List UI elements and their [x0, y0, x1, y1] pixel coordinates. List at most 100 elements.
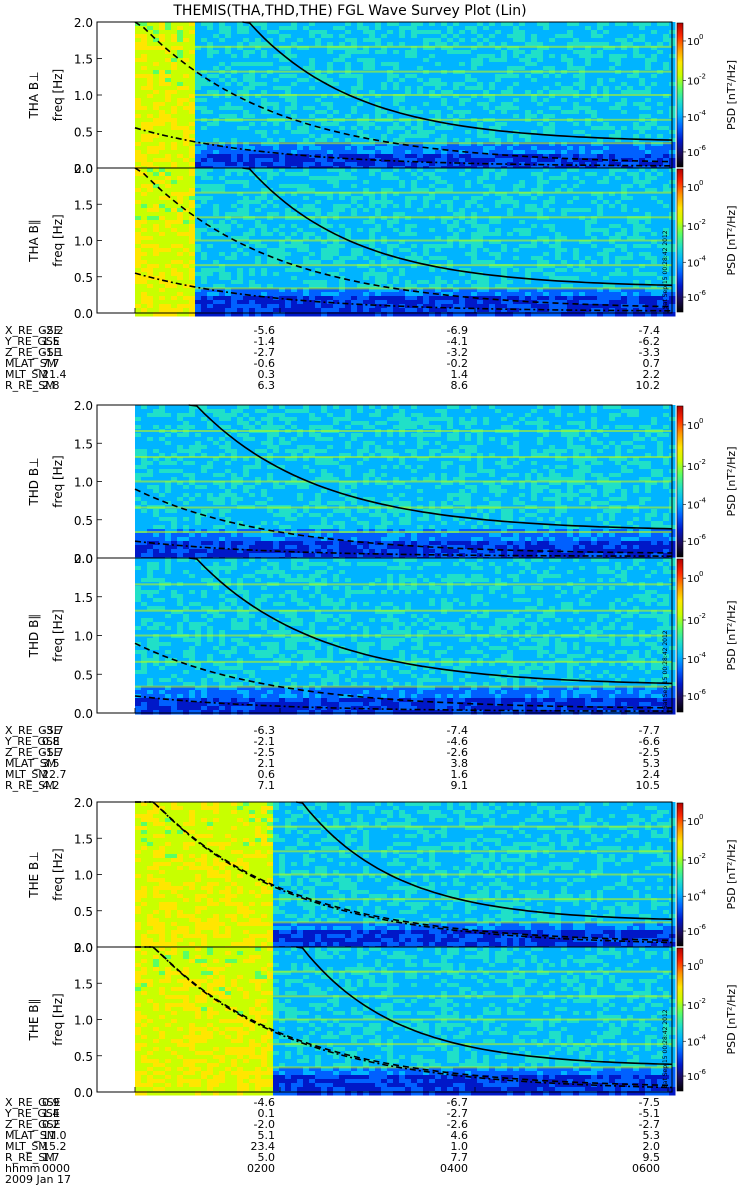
colorbar-tick-exponent: 0 [699, 570, 703, 578]
colorbar [676, 405, 684, 558]
ephem-value: -1.1 [42, 346, 63, 359]
colorbar-tick-label: 10 [687, 113, 700, 124]
fce-line [188, 557, 673, 685]
y-tick-label: 2.0 [74, 16, 93, 30]
panel-name-label: THD B∥ [27, 614, 41, 659]
harmonic-line [269, 1018, 672, 1021]
time-axis-label: hhmm [5, 1162, 40, 1175]
y-tick-label: 1.0 [74, 1014, 93, 1028]
ephem-value: -6.6 [639, 735, 660, 748]
y-tick-label: 0.5 [74, 905, 93, 919]
colorbar-label: PSD [nT²/Hz] [725, 600, 738, 670]
colorbar-tick-exponent: -4 [699, 1033, 707, 1041]
harmonic-line [269, 873, 672, 876]
ephem-value: 11.0 [42, 1129, 67, 1142]
ephem-label: Y_RE_GSE [4, 1107, 60, 1120]
ephem-value: -2.0 [254, 1118, 275, 1131]
colorbar-tick-exponent: 0 [699, 33, 703, 41]
ephem-value: 7.1 [258, 779, 276, 792]
ephem-value: 1.6 [451, 768, 469, 781]
colorbar-tick-label: 10 [687, 1072, 700, 1083]
time-tick-label: 0600 [632, 1162, 660, 1175]
y-tick-label: 0.0 [74, 707, 93, 721]
y-tick-label: 0.0 [74, 1086, 93, 1100]
ephem-value: -3.3 [639, 346, 660, 359]
fcHe-line [134, 167, 673, 308]
ephem-label: Z_RE_GSE [5, 346, 61, 359]
colorbar-tick-exponent: -2 [699, 997, 706, 1005]
colorbar-tick-exponent: -4 [699, 651, 707, 659]
ephem-value: 8.6 [451, 379, 469, 392]
ephem-value: -4.6 [447, 735, 468, 748]
ephem-value: -2.7 [254, 346, 275, 359]
colorbar-tick-label: 10 [687, 655, 700, 666]
timestamp-label: Sat Sep 15 00:28:42 2012 [662, 1009, 669, 1088]
y-tick-label: 0.0 [74, 162, 93, 176]
panel-name-label: THE B∥ [27, 999, 41, 1042]
ephem-value: 0.7 [643, 357, 661, 370]
harmonic-line [194, 216, 672, 219]
ephem-value: -7.4 [447, 724, 468, 737]
panel-name-label: THD B⊥ [27, 457, 41, 506]
y-tick-label: 1.5 [74, 832, 93, 846]
timestamp-label: Sat Sep 15 00:28:42 2012 [662, 230, 669, 309]
harmonic-line [269, 970, 672, 973]
y-tick-label: 1.5 [74, 53, 93, 67]
colorbar [676, 168, 684, 313]
colorbar-tick-label: 10 [687, 1001, 700, 1012]
y-tick-label: 0.5 [74, 668, 93, 682]
ephem-value: -5.6 [254, 324, 275, 337]
y-tick-label: 1.0 [74, 235, 93, 249]
y-tick-label: 0.0 [74, 941, 93, 955]
colorbar-tick-exponent: -4 [699, 496, 707, 504]
harmonic-line [269, 1043, 672, 1046]
harmonic-line [135, 480, 672, 483]
ephem-value: 22.7 [42, 768, 67, 781]
time-tick-label: 0200 [247, 1162, 275, 1175]
ephem-value: -4.6 [254, 1096, 275, 1109]
harmonic-line [194, 94, 672, 96]
ephem-value: 7.7 [42, 357, 60, 370]
harmonic-line [135, 685, 672, 688]
y-tick-label: 1.5 [74, 977, 93, 991]
ephem-value: 5.3 [643, 1129, 661, 1142]
y-tick-label: 1.0 [74, 89, 93, 103]
colorbar-tick-label: 10 [687, 183, 700, 194]
ephem-label: R_RE_SM [5, 779, 55, 792]
colorbar-tick-exponent: -2 [699, 612, 706, 620]
colorbar-label: PSD [nT²/Hz] [725, 984, 738, 1054]
colorbar [676, 22, 684, 168]
harmonic-line [269, 921, 672, 924]
ephem-value: 21.4 [42, 368, 67, 381]
y-tick-label: 1.0 [74, 476, 93, 490]
y-axis-label: freq [Hz] [51, 455, 65, 507]
y-tick-label: 1.5 [74, 198, 93, 212]
time-tick-label: 0000 [42, 1162, 70, 1175]
colorbar-tick-exponent: -6 [699, 1068, 707, 1076]
fcHe-line [135, 801, 673, 942]
ephem-label: Y_RE_GSE [4, 735, 60, 748]
ephem-value: -3.2 [447, 346, 468, 359]
y-tick-label: 0.5 [74, 126, 93, 140]
ephem-label: Z_RE_GSE [5, 746, 61, 759]
colorbar-tick-exponent: -2 [699, 458, 706, 466]
colorbar-label: PSD [nT²/Hz] [725, 205, 738, 275]
colorbar-tick-exponent: -6 [699, 289, 707, 297]
harmonic-line [135, 609, 672, 612]
harmonic-line [194, 45, 672, 48]
harmonic-line [269, 1066, 672, 1069]
y-tick-label: 0.0 [74, 307, 93, 321]
ephem-value: -1.4 [254, 335, 275, 348]
colorbar-tick-label: 10 [687, 892, 700, 903]
harmonic-line [135, 634, 672, 637]
ephem-label: X_RE_GSE [5, 724, 61, 737]
harmonic-line [135, 506, 672, 509]
ephem-value: -0.2 [447, 357, 468, 370]
